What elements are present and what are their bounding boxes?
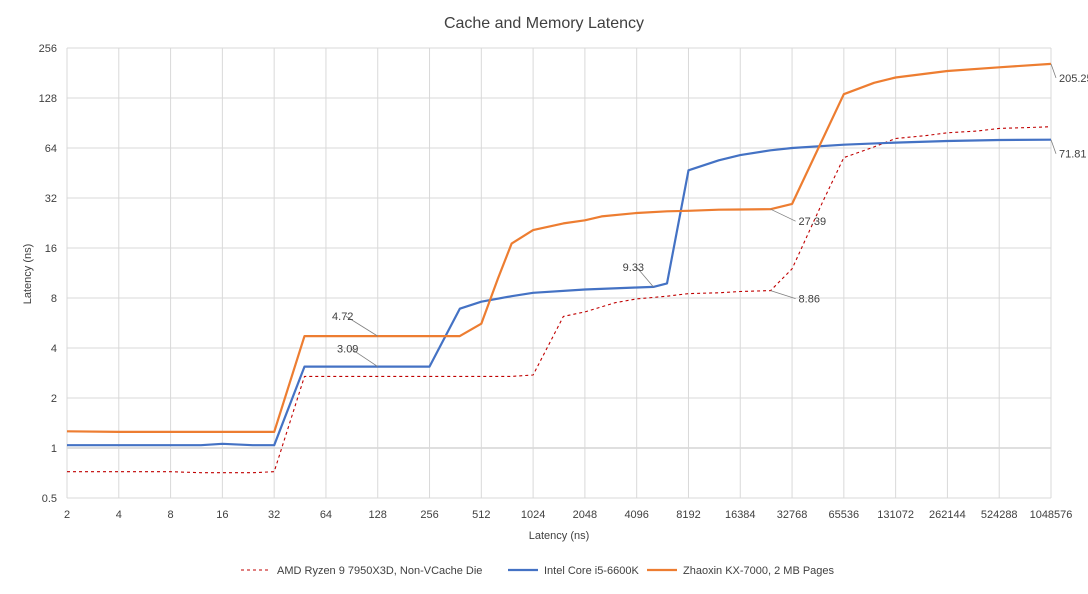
y-axis-title: Latency (ns): [22, 244, 34, 305]
x-tick-label: 8: [168, 509, 174, 521]
x-tick-label: 1048576: [1030, 509, 1073, 521]
x-tick-label: 262144: [929, 509, 966, 521]
x-tick-label: 16384: [725, 509, 756, 521]
x-tick-label: 64: [320, 509, 332, 521]
y-tick-label: 256: [39, 43, 57, 55]
x-tick-label: 8192: [676, 509, 700, 521]
data-label: 71.81: [1059, 149, 1087, 161]
legend-label: Zhaoxin KX-7000, 2 MB Pages: [683, 565, 835, 577]
x-tick-label: 2048: [573, 509, 597, 521]
x-tick-label: 2: [64, 509, 70, 521]
data-label-leader: [350, 348, 378, 367]
x-tick-label: 4096: [624, 509, 648, 521]
data-label: 4.72: [332, 311, 353, 323]
series-line-2: [66, 62, 1052, 433]
x-axis-title: Latency (ns): [529, 530, 590, 542]
chart-title: Cache and Memory Latency: [444, 15, 644, 32]
data-label: 27.39: [799, 216, 827, 228]
x-tick-label: 524288: [981, 509, 1018, 521]
data-label-leader: [1050, 63, 1057, 79]
x-tick-label: 256: [420, 509, 438, 521]
y-tick-label: 64: [45, 143, 57, 155]
y-tick-label: 0.5: [42, 493, 57, 505]
data-label-leader: [1050, 139, 1057, 154]
series-lines: [66, 62, 1052, 474]
x-tick-label: 512: [472, 509, 490, 521]
series-line-1: [67, 138, 1052, 447]
x-tick-label: 32: [268, 509, 280, 521]
data-label: 9.33: [623, 262, 644, 274]
legend-label: Intel Core i5-6600K: [544, 565, 639, 577]
axis-ticks: 0.5 1 2 4 8 16 32 64 128 256 2 4 8 16 32 64 128 256 512 102…: [39, 43, 1073, 521]
y-tick-label: 32: [45, 193, 57, 205]
gridlines: [66, 47, 1052, 499]
x-tick-label: 65536: [829, 509, 860, 521]
y-tick-label: 8: [51, 293, 57, 305]
x-tick-label: 32768: [777, 509, 808, 521]
data-label-leader: [636, 266, 654, 288]
x-tick-label: 4: [116, 509, 122, 521]
y-tick-label: 16: [45, 243, 57, 255]
y-tick-label: 128: [39, 93, 57, 105]
y-tick-label: 4: [51, 343, 57, 355]
data-label: 3.09: [337, 344, 358, 356]
data-labels: 8.86 3.09 9.33 71.81 4.72 27.39 205.25: [332, 63, 1088, 367]
y-tick-label: 1: [51, 443, 57, 455]
series-line-0: [67, 126, 1052, 474]
x-tick-label: 1024: [521, 509, 545, 521]
data-label-leader: [770, 208, 796, 222]
y-tick-label: 2: [51, 393, 57, 405]
data-label: 205.25: [1059, 73, 1088, 85]
data-label: 8.86: [799, 294, 820, 306]
data-label-leader: [770, 290, 796, 299]
x-tick-label: 16: [216, 509, 228, 521]
legend-label: AMD Ryzen 9 7950X3D, Non-VCache Die: [277, 565, 482, 577]
x-tick-label: 131072: [877, 509, 914, 521]
legend: AMD Ryzen 9 7950X3D, Non-VCache Die Intel…: [241, 565, 835, 577]
x-tick-label: 128: [369, 509, 387, 521]
data-label-leader: [345, 315, 378, 337]
